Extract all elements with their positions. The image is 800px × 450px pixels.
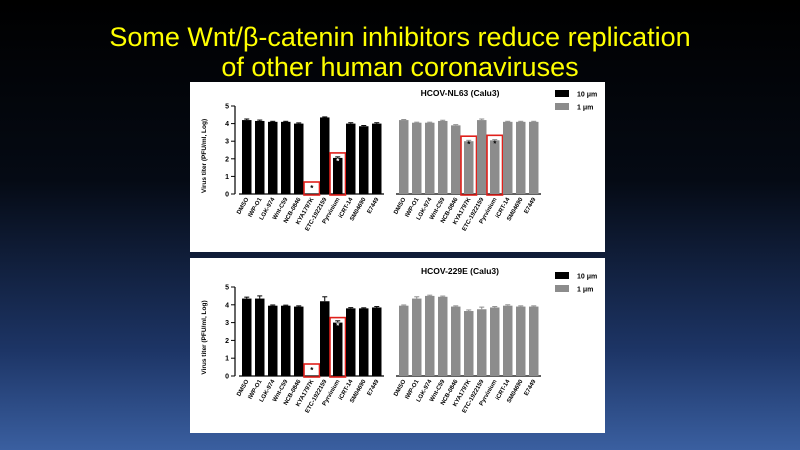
highlight-box [329,152,347,196]
category-label: E7449 [367,378,381,397]
y-tick-label: 3 [225,320,229,327]
slide-title-line-1: Some Wnt/β-catenin inhibitors reduce rep… [109,22,691,52]
legend-swatch [555,90,569,97]
legend-swatch [555,272,569,279]
bar [529,306,539,376]
legend-swatch [555,285,569,292]
highlight-box [486,134,504,196]
bar [359,126,369,194]
y-axis-label: Virus titer (PFU/ml, Log) [201,119,208,193]
y-tick-label: 3 [225,139,229,146]
bar [333,322,343,376]
chart-panel-229e: HCOV-229E (Calu3) Virus titer (PFU/ml, Lo… [190,258,605,433]
bar [425,122,435,194]
bar [412,298,422,376]
bar [451,306,461,376]
bar [399,120,409,194]
y-tick-label: 4 [225,121,229,128]
bar [372,307,382,376]
bar [399,305,409,376]
bar [464,141,474,194]
significance-asterisk: * [336,322,340,331]
slide-title: Some Wnt/β-catenin inhibitors reduce rep… [0,0,800,82]
bar [529,121,539,194]
bar [281,305,291,376]
slide-title-line-2: of other human coronaviruses [221,52,579,82]
chart-title: HCOV-229E (Calu3) [421,266,499,276]
significance-asterisk: * [310,366,314,375]
bar [320,117,330,194]
bar [412,122,422,194]
legend-label: 10 μm [577,92,597,99]
legend-label: 10 μm [577,274,597,281]
bar [294,306,304,376]
y-tick-label: 2 [225,156,229,163]
category-label: E7449 [524,378,538,397]
legend-label: 1 μm [577,287,593,294]
chart-title: HCOV-NL63 (Calu3) [421,88,500,98]
bar [516,121,526,194]
bar [281,121,291,194]
bar [503,305,513,376]
bar [346,308,356,376]
bar [242,120,252,194]
bar [464,311,474,376]
bar [516,306,526,376]
bar [255,120,265,194]
bar [294,123,304,194]
bar [242,298,252,376]
y-tick-label: 1 [225,356,229,363]
significance-asterisk: * [467,140,471,149]
bar [477,120,487,194]
y-tick-label: 5 [225,285,229,292]
bar [503,121,513,194]
y-tick-label: 5 [225,104,229,111]
legend-swatch [555,103,569,110]
chart-229e: HCOV-229E (Calu3) Virus titer (PFU/ml, Lo… [201,266,597,414]
chart-nl63: HCOV-NL63 (Calu3) Virus titer (PFU/ml, Lo… [201,88,597,232]
chart-panel-nl63: HCOV-NL63 (Calu3) Virus titer (PFU/ml, Lo… [190,82,605,252]
bar [268,121,278,194]
highlight-box [303,181,321,196]
category-label: E7449 [367,196,381,215]
bar [490,140,500,194]
significance-asterisk: * [310,184,314,193]
y-tick-label: 2 [225,338,229,345]
bar [490,307,500,376]
bar [451,125,461,194]
significance-asterisk: * [336,157,340,166]
bar [372,123,382,194]
y-tick-label: 1 [225,174,229,181]
bar [359,308,369,376]
bar [268,305,278,376]
highlight-box [329,316,347,378]
bar [438,296,448,376]
y-tick-label: 0 [225,192,229,199]
bar [255,298,265,376]
bar [425,295,435,376]
y-axis-label: Virus titer (PFU/ml, Log) [201,300,208,374]
bar [438,120,448,194]
bar [333,157,343,194]
bar [346,123,356,194]
highlight-box [460,135,478,196]
bar [477,309,487,376]
significance-asterisk: * [493,139,497,148]
highlight-box [303,363,321,378]
legend-label: 1 μm [577,105,593,112]
bar [320,301,330,376]
y-tick-label: 4 [225,302,229,309]
y-tick-label: 0 [225,374,229,381]
category-label: E7449 [524,196,538,215]
